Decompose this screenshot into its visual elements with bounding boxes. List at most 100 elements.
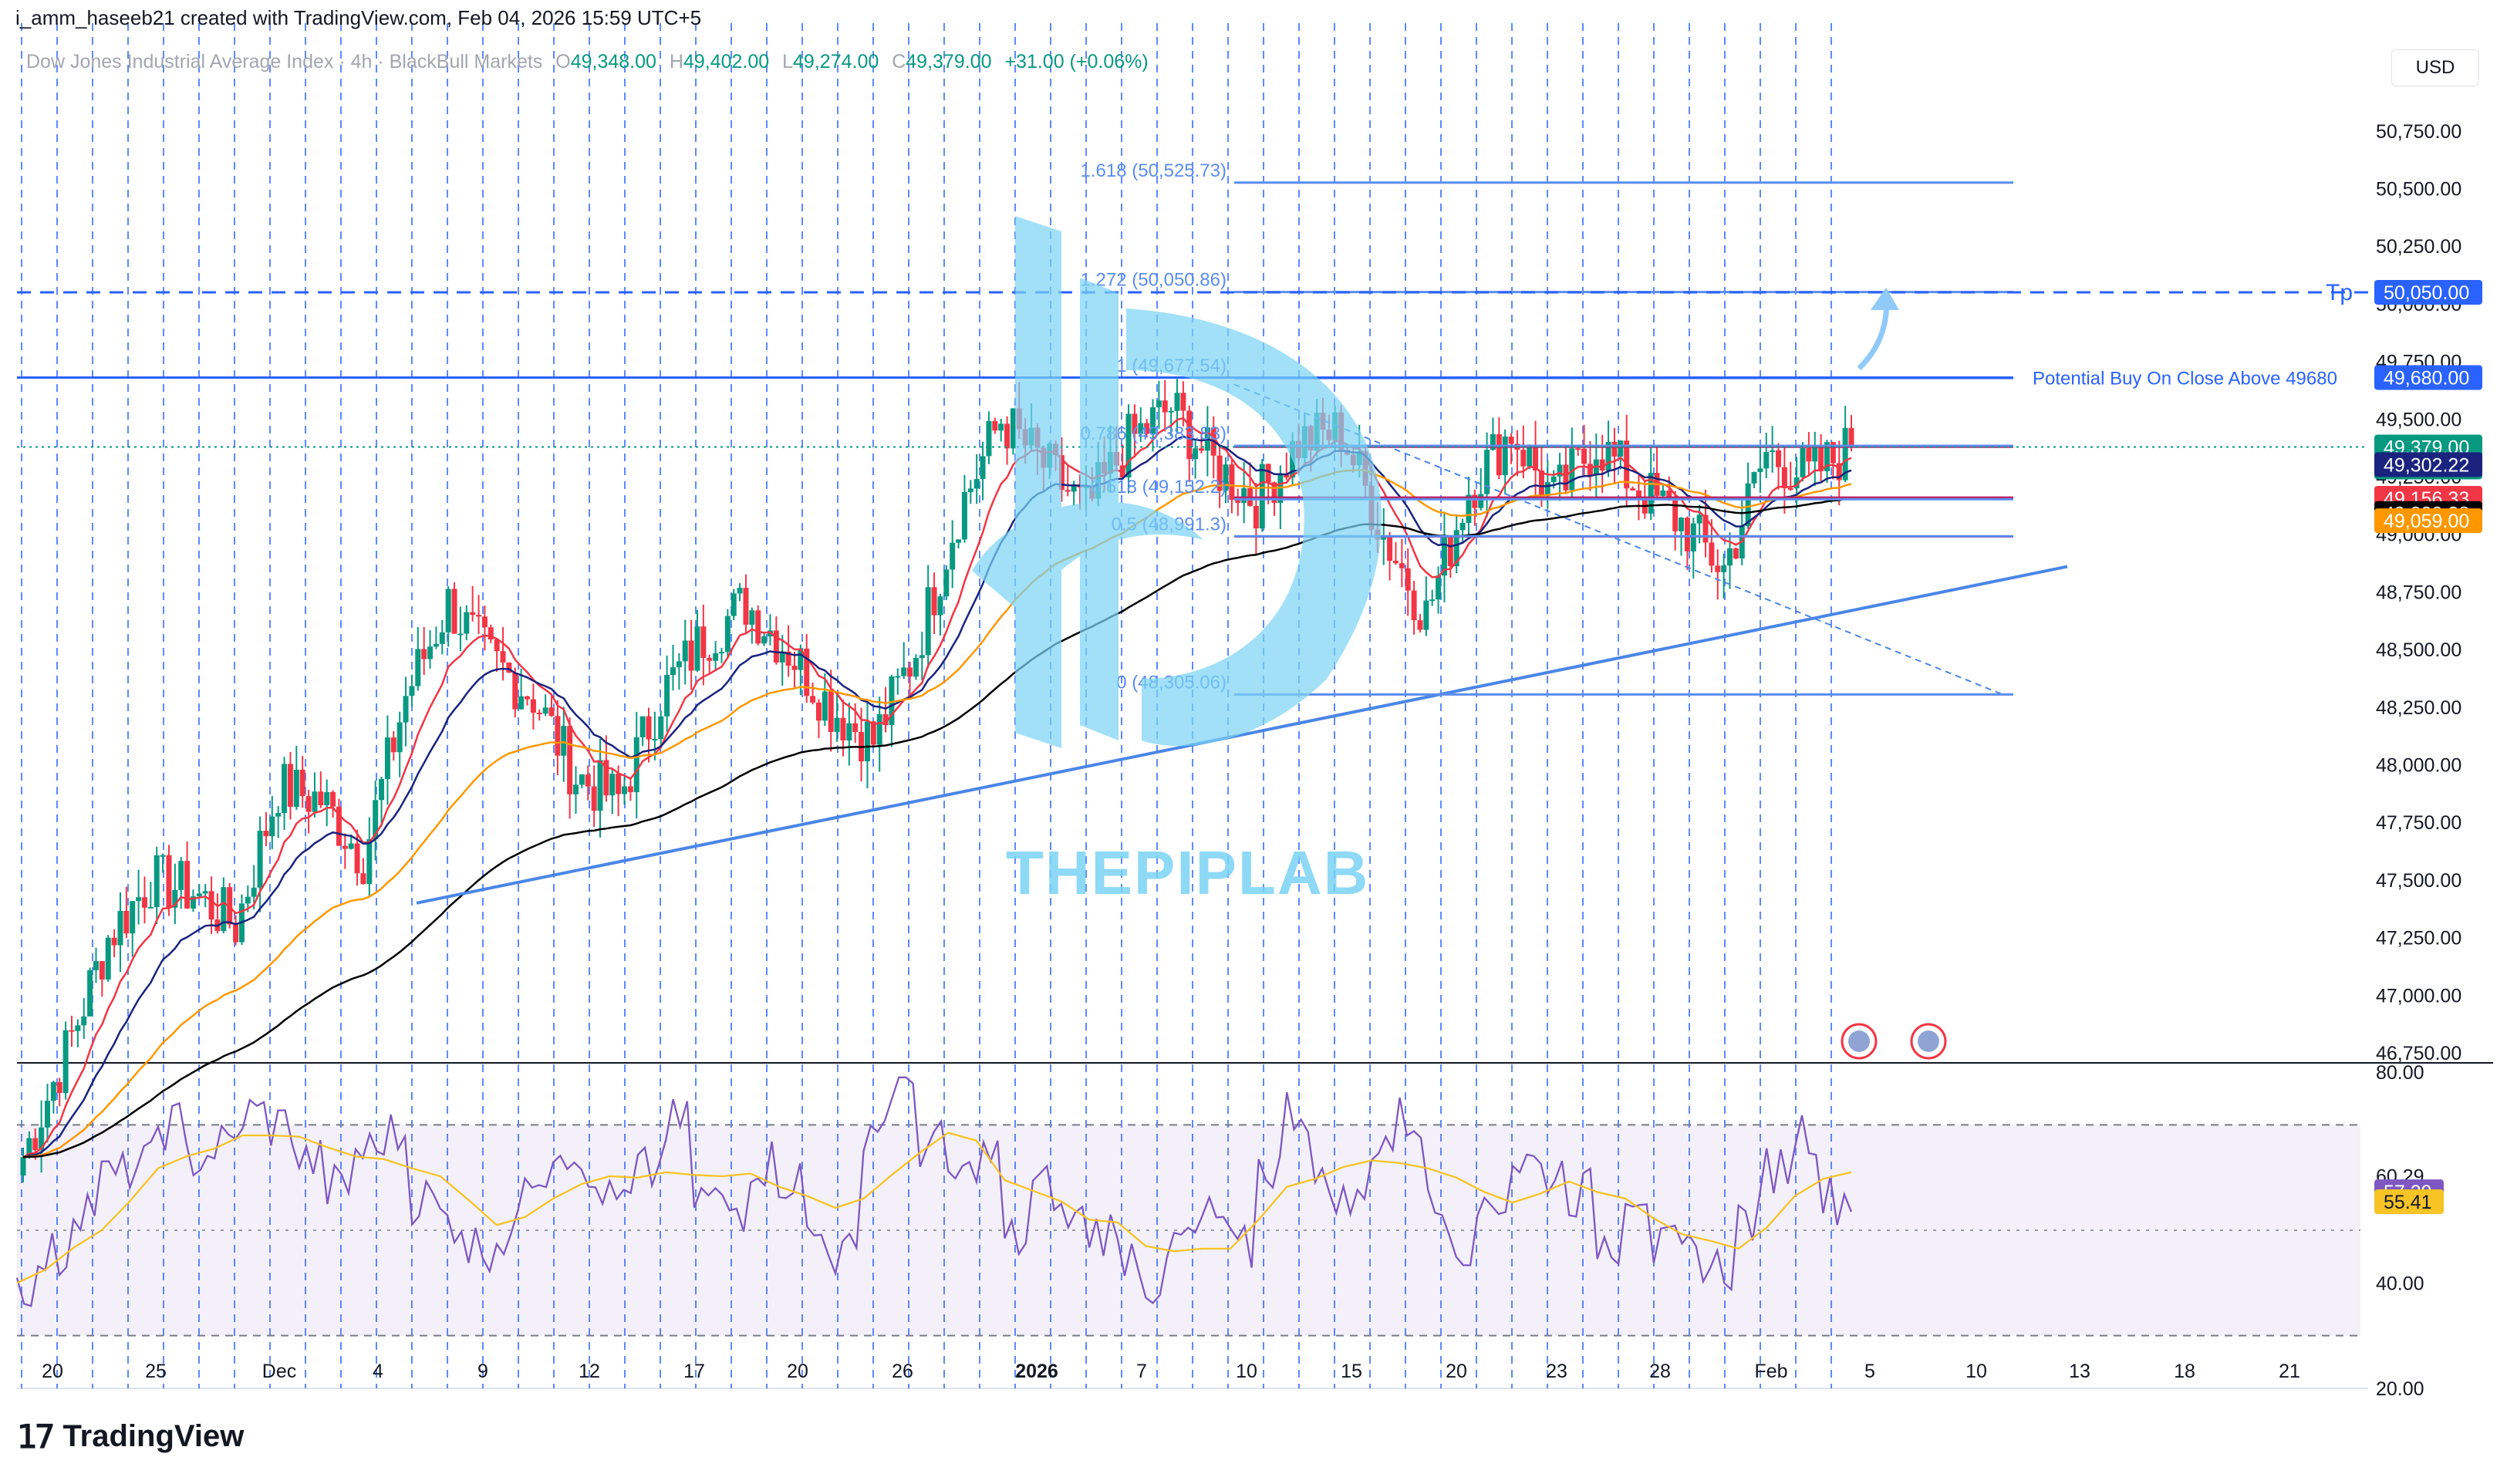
- tradingview-logo[interactable]: 𝟣𝟩 TradingView: [17, 1418, 244, 1455]
- candle: [779, 635, 785, 686]
- candle-body: [1502, 437, 1508, 476]
- candle-body: [973, 479, 980, 489]
- candle-body: [160, 855, 166, 857]
- candle-body: [233, 924, 239, 943]
- candle-body: [1235, 500, 1241, 503]
- candle: [627, 779, 633, 801]
- candle-body: [1781, 467, 1787, 489]
- candle-body: [342, 845, 348, 849]
- candle: [567, 717, 573, 819]
- candle: [1709, 519, 1715, 573]
- candle: [20, 1147, 26, 1183]
- candle-body: [622, 786, 628, 794]
- candle: [980, 441, 986, 501]
- candle: [1186, 405, 1193, 483]
- candle: [1125, 404, 1132, 494]
- candle: [214, 893, 221, 934]
- candle-body: [147, 906, 154, 909]
- time-tick-label: 21: [2279, 1361, 2300, 1382]
- candle: [44, 1084, 50, 1143]
- watermark-text: THEPIPLAB: [1006, 838, 1370, 907]
- candle: [1417, 614, 1423, 633]
- time-tick-label: 26: [892, 1361, 913, 1382]
- candle: [1399, 538, 1405, 588]
- candle: [427, 630, 434, 669]
- candle: [1587, 440, 1593, 491]
- candle: [1702, 489, 1709, 558]
- candle-body: [464, 612, 470, 634]
- candle-body: [494, 639, 500, 652]
- candle: [791, 652, 798, 688]
- candle-body: [1436, 575, 1442, 600]
- candle: [773, 616, 779, 665]
- candle: [1436, 566, 1442, 614]
- symbol-name[interactable]: Dow Jones Industrial Average Index · 4h …: [26, 51, 543, 73]
- candle-body: [75, 1025, 81, 1031]
- candle-body: [901, 667, 907, 676]
- price-tick-label: 48,250.00: [2376, 697, 2461, 719]
- candle-body: [1453, 530, 1459, 567]
- candle: [707, 654, 713, 674]
- candle-body: [318, 791, 324, 805]
- candle-body: [451, 589, 457, 634]
- candle-body: [907, 667, 913, 677]
- candle: [828, 669, 834, 752]
- candle-body: [724, 616, 731, 653]
- candle: [421, 626, 427, 676]
- candle-body: [713, 653, 719, 661]
- candle: [670, 644, 676, 691]
- descending-dashed-trendline: [1233, 383, 2006, 696]
- candle: [1144, 418, 1150, 438]
- candle-body: [1058, 455, 1065, 491]
- open-value: 49,348.00: [570, 51, 656, 73]
- rsi-tick-label: 20.00: [2376, 1378, 2424, 1400]
- candle: [1605, 420, 1611, 477]
- candle-body: [166, 855, 172, 908]
- candle: [154, 846, 160, 924]
- price-tick-label: 50,500.00: [2376, 178, 2461, 200]
- candle-body: [196, 893, 202, 897]
- candle: [1241, 462, 1247, 524]
- candle: [1569, 427, 1575, 501]
- candle: [1520, 425, 1527, 479]
- currency-button[interactable]: USD: [2391, 49, 2479, 86]
- candle-body: [1125, 413, 1132, 477]
- candle-body: [664, 675, 670, 717]
- tp-label: Tp: [2326, 280, 2353, 305]
- candle: [525, 695, 531, 706]
- candle-body: [943, 569, 950, 597]
- candle: [1514, 430, 1520, 477]
- candle: [287, 751, 293, 820]
- candle: [1800, 442, 1806, 482]
- candle: [713, 641, 719, 672]
- candle: [931, 572, 937, 634]
- candle-body: [1702, 514, 1709, 543]
- candle-body: [1010, 408, 1016, 449]
- candle-body: [1253, 505, 1259, 529]
- candle-body: [512, 673, 518, 710]
- candle: [1216, 444, 1223, 508]
- candle-body: [616, 774, 622, 794]
- candle-body: [330, 791, 336, 807]
- candle-body: [415, 649, 421, 686]
- time-tick-label: Dec: [262, 1361, 296, 1382]
- candle-body: [1751, 471, 1757, 484]
- candle: [451, 582, 457, 634]
- candle: [403, 676, 409, 747]
- candle: [767, 614, 773, 646]
- candle-body: [1630, 488, 1636, 491]
- candle: [396, 711, 403, 777]
- candle: [221, 877, 227, 934]
- candle-body: [1459, 522, 1466, 531]
- time-tick-label: 9: [477, 1361, 488, 1382]
- candle: [1411, 581, 1417, 635]
- candle-body: [779, 651, 785, 663]
- time-tick-label: 15: [1341, 1361, 1362, 1382]
- candle-body: [427, 646, 434, 659]
- candle: [1478, 467, 1484, 511]
- candle-body: [1770, 450, 1776, 453]
- candle: [785, 625, 791, 677]
- candle-body: [1065, 490, 1071, 492]
- candle-body: [688, 640, 694, 671]
